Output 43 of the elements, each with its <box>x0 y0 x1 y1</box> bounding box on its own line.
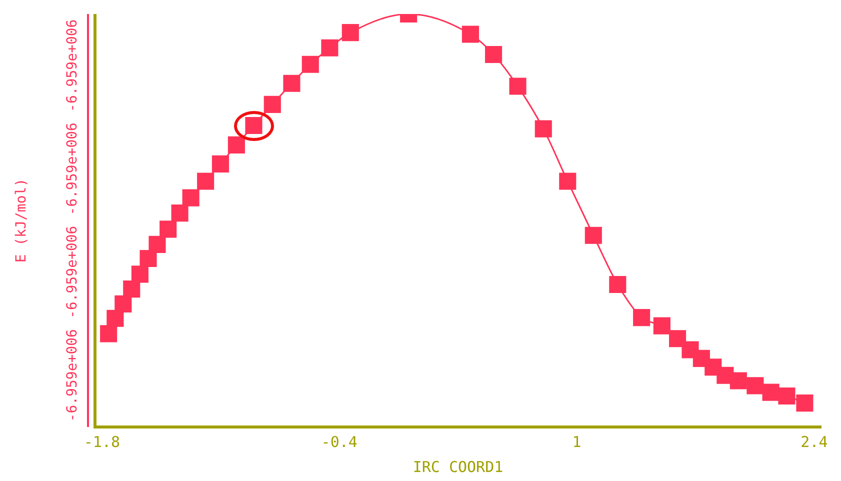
point <box>509 78 526 95</box>
point <box>197 172 214 190</box>
text: -6.959e+006 <box>64 226 81 318</box>
text: -6.959e+006 <box>64 19 81 112</box>
point <box>485 46 502 63</box>
text: -6.959e+006 <box>64 329 81 422</box>
x-tick-label: 1 <box>572 432 582 451</box>
point <box>609 276 626 294</box>
y-axis-title: E (kJ/mol) <box>14 178 30 263</box>
point <box>321 39 338 56</box>
point <box>212 155 230 172</box>
point <box>228 136 245 154</box>
x-tick-label: -1.8 <box>84 432 120 451</box>
x-axis-title: IRC COORD1 <box>412 458 504 476</box>
point <box>730 372 747 390</box>
point <box>160 220 177 238</box>
point <box>264 96 281 113</box>
text: -6.959e+006 <box>64 122 81 216</box>
point <box>633 309 650 326</box>
point <box>534 120 552 138</box>
point <box>762 384 780 401</box>
point <box>653 317 670 334</box>
point <box>584 226 602 244</box>
point <box>140 250 157 268</box>
point <box>669 330 686 348</box>
x-tick-label: -0.4 <box>321 432 358 451</box>
point <box>148 236 166 253</box>
point <box>796 394 814 412</box>
point <box>106 310 124 327</box>
point <box>171 204 188 222</box>
point <box>100 325 118 342</box>
point <box>302 56 319 73</box>
x-tick-label: 2.4 <box>800 432 828 451</box>
point <box>342 24 359 42</box>
point <box>778 387 796 405</box>
point <box>182 189 200 206</box>
point <box>114 295 132 312</box>
point <box>462 26 479 43</box>
point <box>123 280 140 298</box>
point <box>559 172 576 190</box>
point <box>746 377 764 394</box>
point <box>283 74 300 92</box>
point <box>131 266 148 283</box>
